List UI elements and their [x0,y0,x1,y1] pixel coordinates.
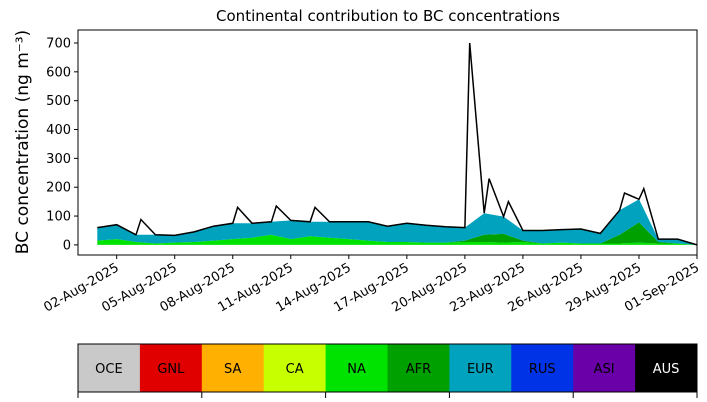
legend-label-gnl: GNL [157,362,185,377]
area-afr [97,222,698,245]
y-tick-label: 200 [46,181,71,196]
y-tick-label: 600 [46,65,71,80]
legend-label-na: NA [347,362,366,377]
y-tick-label: 400 [46,123,71,138]
y-tick-label: 700 [46,36,71,51]
total-line-group [97,42,698,246]
area-eur [97,199,698,245]
x-axis-ticks: 02-Aug-202505-Aug-202508-Aug-202511-Aug-… [41,255,702,316]
legend-swatch-eur [449,344,512,392]
legend-swatch-asi [573,344,636,392]
area-series-group [97,199,698,245]
y-tick-label: 0 [63,238,71,253]
legend-label-sa: SA [224,362,241,377]
legend-label-rus: RUS [529,362,556,377]
legend-label-eur: EUR [467,362,494,377]
legend-label-aus: AUS [653,362,680,377]
legend-swatch-na [325,344,388,392]
y-tick-label: 500 [46,94,71,109]
continent-color-legend: OCE GNL SA CA NA AFR EUR RUS ASI AUS [77,343,698,398]
legend-label-oce: OCE [95,362,123,377]
legend-label-asi: ASI [594,362,615,377]
total-line [97,42,698,246]
plot-area: 0 100 200 300 400 500 600 700 02-Aug-202505-Aug… [41,29,702,316]
y-axis-label: BC concentration (ng m⁻³) [13,30,33,254]
legend-swatch-ca [263,344,327,392]
y-tick-label: 300 [46,152,71,167]
legend-swatch-aus [635,344,698,392]
plot-frame [77,29,698,256]
legend-frame [77,343,698,393]
legend-label-afr: AFR [406,362,431,377]
legend-swatch-oce [78,344,141,392]
area-na [97,234,698,245]
y-axis-ticks: 0 100 200 300 400 500 600 700 [46,36,78,253]
legend-swatch-afr [387,344,450,392]
legend-swatch-rus [511,344,574,392]
chart-title: Continental contribution to BC concentra… [216,7,560,25]
legend-swatch-sa [201,344,265,392]
legend-label-ca: CA [286,362,304,377]
y-tick-label: 100 [46,210,71,225]
legend-swatch-gnl [139,344,203,392]
